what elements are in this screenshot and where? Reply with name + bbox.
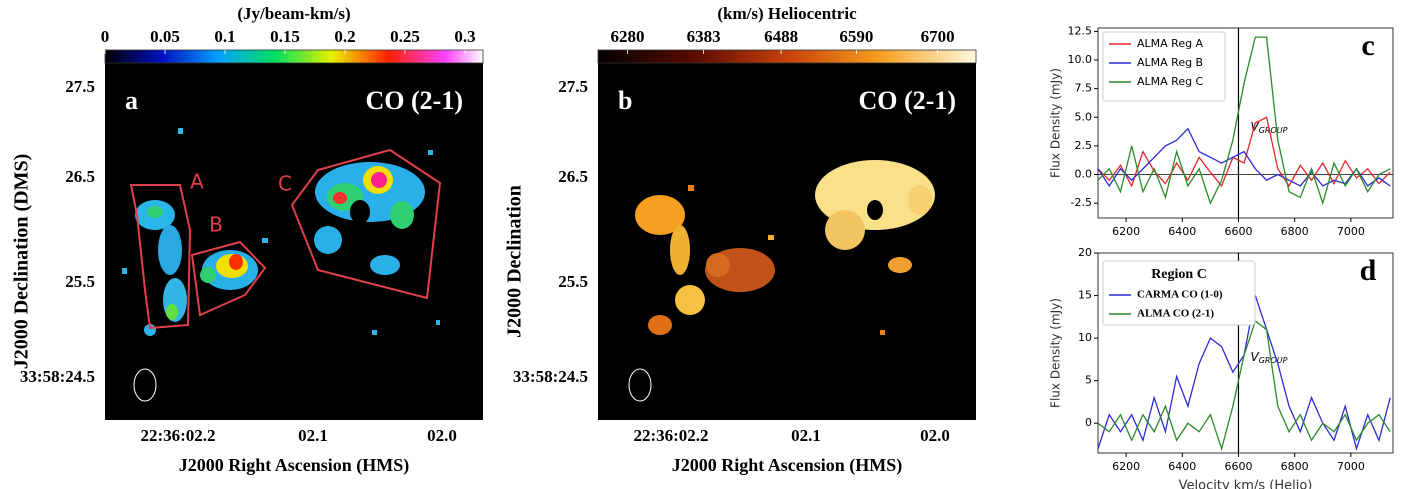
y-tick-label: 5.0 — [1075, 110, 1093, 123]
x-tick-label: 7000 — [1337, 460, 1365, 473]
colorbar-tick-label: 0 — [101, 27, 110, 46]
map-image-a — [105, 63, 483, 420]
y-tick-label: 33:58:24.5 — [513, 367, 588, 386]
colorbar-tick-label: 0.3 — [454, 27, 475, 46]
annotation: CO (2-1) — [859, 86, 956, 115]
y-tick-label: -2.5 — [1071, 196, 1092, 209]
y-tick-label: 27.5 — [558, 77, 588, 96]
x-tick-label: 6400 — [1168, 225, 1196, 238]
series-line — [1097, 320, 1391, 452]
vgroup-label-main: V — [1250, 350, 1259, 364]
panel-label: d — [1360, 254, 1377, 287]
y-tick-label: 5 — [1085, 374, 1092, 387]
y-tick-label: 26.5 — [65, 167, 95, 186]
colorbar-tick-label: 6280 — [611, 27, 645, 46]
colorbar — [597, 49, 977, 64]
colorbar-title: (km/s) Heliocentric — [717, 4, 857, 23]
x-tick-label: 6800 — [1281, 225, 1309, 238]
series-line — [1097, 36, 1391, 206]
y-tick-label: 0 — [1085, 416, 1092, 429]
x-axis-label: J2000 Right Ascension (HMS) — [672, 455, 903, 476]
y-axis-label: J2000 Declination — [504, 185, 526, 338]
y-tick-label: 0.0 — [1075, 168, 1093, 181]
panel-label: b — [618, 86, 632, 115]
series-line — [1097, 127, 1391, 188]
y-tick-label: 10 — [1078, 331, 1092, 344]
colorbar-tick-label: 0.25 — [390, 27, 420, 46]
y-axis-label: J2000 Declination (DMS) — [11, 154, 33, 370]
y-tick-label: 26.5 — [558, 167, 588, 186]
y-tick-label: 7.5 — [1075, 82, 1093, 95]
colorbar-tick-label: 0.1 — [214, 27, 235, 46]
x-tick-label: 6400 — [1168, 460, 1196, 473]
legend-label: ALMA Reg B — [1137, 56, 1203, 69]
y-tick-label: 10.0 — [1068, 53, 1093, 66]
y-axis-label: Flux Density (mJy) — [1049, 68, 1063, 178]
legend-label: CARMA CO (1-0) — [1137, 289, 1223, 301]
colorbar-tick-label: 0.05 — [150, 27, 180, 46]
legend-label: ALMA Reg C — [1137, 75, 1204, 88]
x-axis-label: Velocity km/s (Helio) — [1179, 479, 1313, 489]
y-tick-label: 15 — [1078, 289, 1092, 302]
series-line — [1097, 116, 1391, 188]
x-tick-label: 02.1 — [298, 426, 328, 445]
x-tick-label: 6600 — [1224, 460, 1252, 473]
x-tick-label: 7000 — [1337, 225, 1365, 238]
vgroup-label-sub: GROUP — [1259, 356, 1288, 365]
colorbar-tick-label: 0.15 — [270, 27, 300, 46]
legend-box — [1102, 260, 1256, 326]
x-tick-label: 02.0 — [920, 426, 950, 445]
x-tick-label: 6600 — [1224, 225, 1252, 238]
vgroup-label: VGROUP — [1250, 350, 1287, 365]
x-axis-label: J2000 Right Ascension (HMS) — [179, 455, 410, 476]
colorbar-tick-label: 6488 — [764, 27, 798, 46]
colorbar-tick-label: 6700 — [921, 27, 955, 46]
panel-label: a — [125, 86, 138, 115]
legend-label: ALMA Reg A — [1137, 37, 1204, 50]
x-tick-label: 6200 — [1112, 225, 1140, 238]
y-tick-label: 27.5 — [65, 77, 95, 96]
y-tick-label: 33:58:24.5 — [20, 367, 95, 386]
legend-title: Region C — [1151, 267, 1207, 282]
region-label: B — [209, 213, 223, 237]
vgroup-label-sub: GROUP — [1259, 125, 1288, 134]
region-label: C — [278, 172, 292, 196]
colorbar-tick-label: 0.2 — [334, 27, 355, 46]
colorbar-title: (Jy/beam-km/s) — [237, 4, 350, 23]
legend-label: ALMA CO (2-1) — [1137, 308, 1214, 320]
y-tick-label: 25.5 — [558, 272, 588, 291]
x-tick-label: 22:36:02.2 — [633, 426, 708, 445]
y-tick-label: 2.5 — [1075, 139, 1093, 152]
colorbar-tick-label: 6590 — [839, 27, 873, 46]
x-tick-label: 6800 — [1281, 460, 1309, 473]
legend-box — [1102, 31, 1226, 102]
x-tick-label: 22:36:02.2 — [140, 426, 215, 445]
x-tick-label: 6200 — [1112, 460, 1140, 473]
x-tick-label: 02.0 — [427, 426, 457, 445]
annotation: CO (2-1) — [366, 86, 463, 115]
panel-label: c — [1361, 29, 1374, 62]
y-tick-label: 20 — [1078, 246, 1092, 259]
y-tick-label: 25.5 — [65, 272, 95, 291]
y-tick-label: 12.5 — [1068, 24, 1093, 37]
x-tick-label: 02.1 — [791, 426, 821, 445]
map-image-b — [598, 63, 976, 420]
colorbar — [104, 49, 484, 64]
y-axis-label: Flux Density (mJy) — [1049, 298, 1063, 408]
region-label: A — [190, 170, 204, 194]
colorbar-tick-label: 6383 — [687, 27, 721, 46]
